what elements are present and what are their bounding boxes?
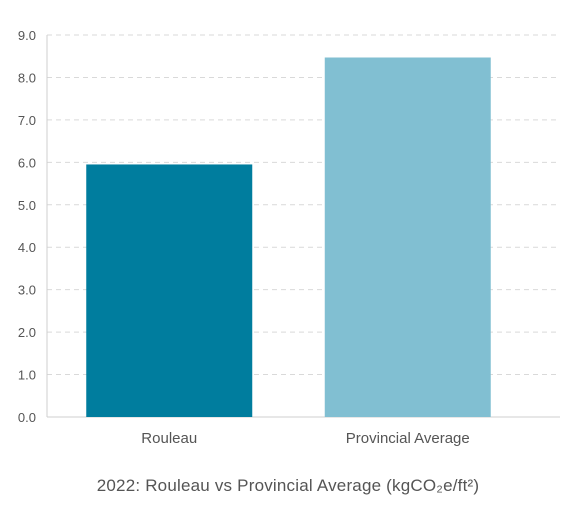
y-tick-label: 1.0 <box>18 368 36 383</box>
y-tick-label: 3.0 <box>18 283 36 298</box>
y-tick-label: 5.0 <box>18 198 36 213</box>
y-tick-label: 6.0 <box>18 155 36 170</box>
y-tick-label: 9.0 <box>18 28 36 43</box>
x-axis-ticks: Rouleau Provincial Average <box>141 430 469 447</box>
x-tick-label: Provincial Average <box>346 430 470 447</box>
y-tick-label: 2.0 <box>18 325 36 340</box>
y-tick-label: 8.0 <box>18 70 36 85</box>
bars <box>86 57 491 418</box>
y-tick-label: 4.0 <box>18 240 36 255</box>
bar-rouleau <box>86 164 253 417</box>
y-tick-label: 0.0 <box>18 410 36 425</box>
x-tick-label: Rouleau <box>141 430 197 447</box>
bar-provincial-average <box>324 57 491 418</box>
y-axis-ticks: 0.0 1.0 2.0 3.0 4.0 5.0 6.0 7.0 8.0 9.0 <box>18 28 36 425</box>
chart-caption: 2022: Rouleau vs Provincial Average (kgC… <box>96 476 480 495</box>
y-tick-label: 7.0 <box>18 113 36 128</box>
